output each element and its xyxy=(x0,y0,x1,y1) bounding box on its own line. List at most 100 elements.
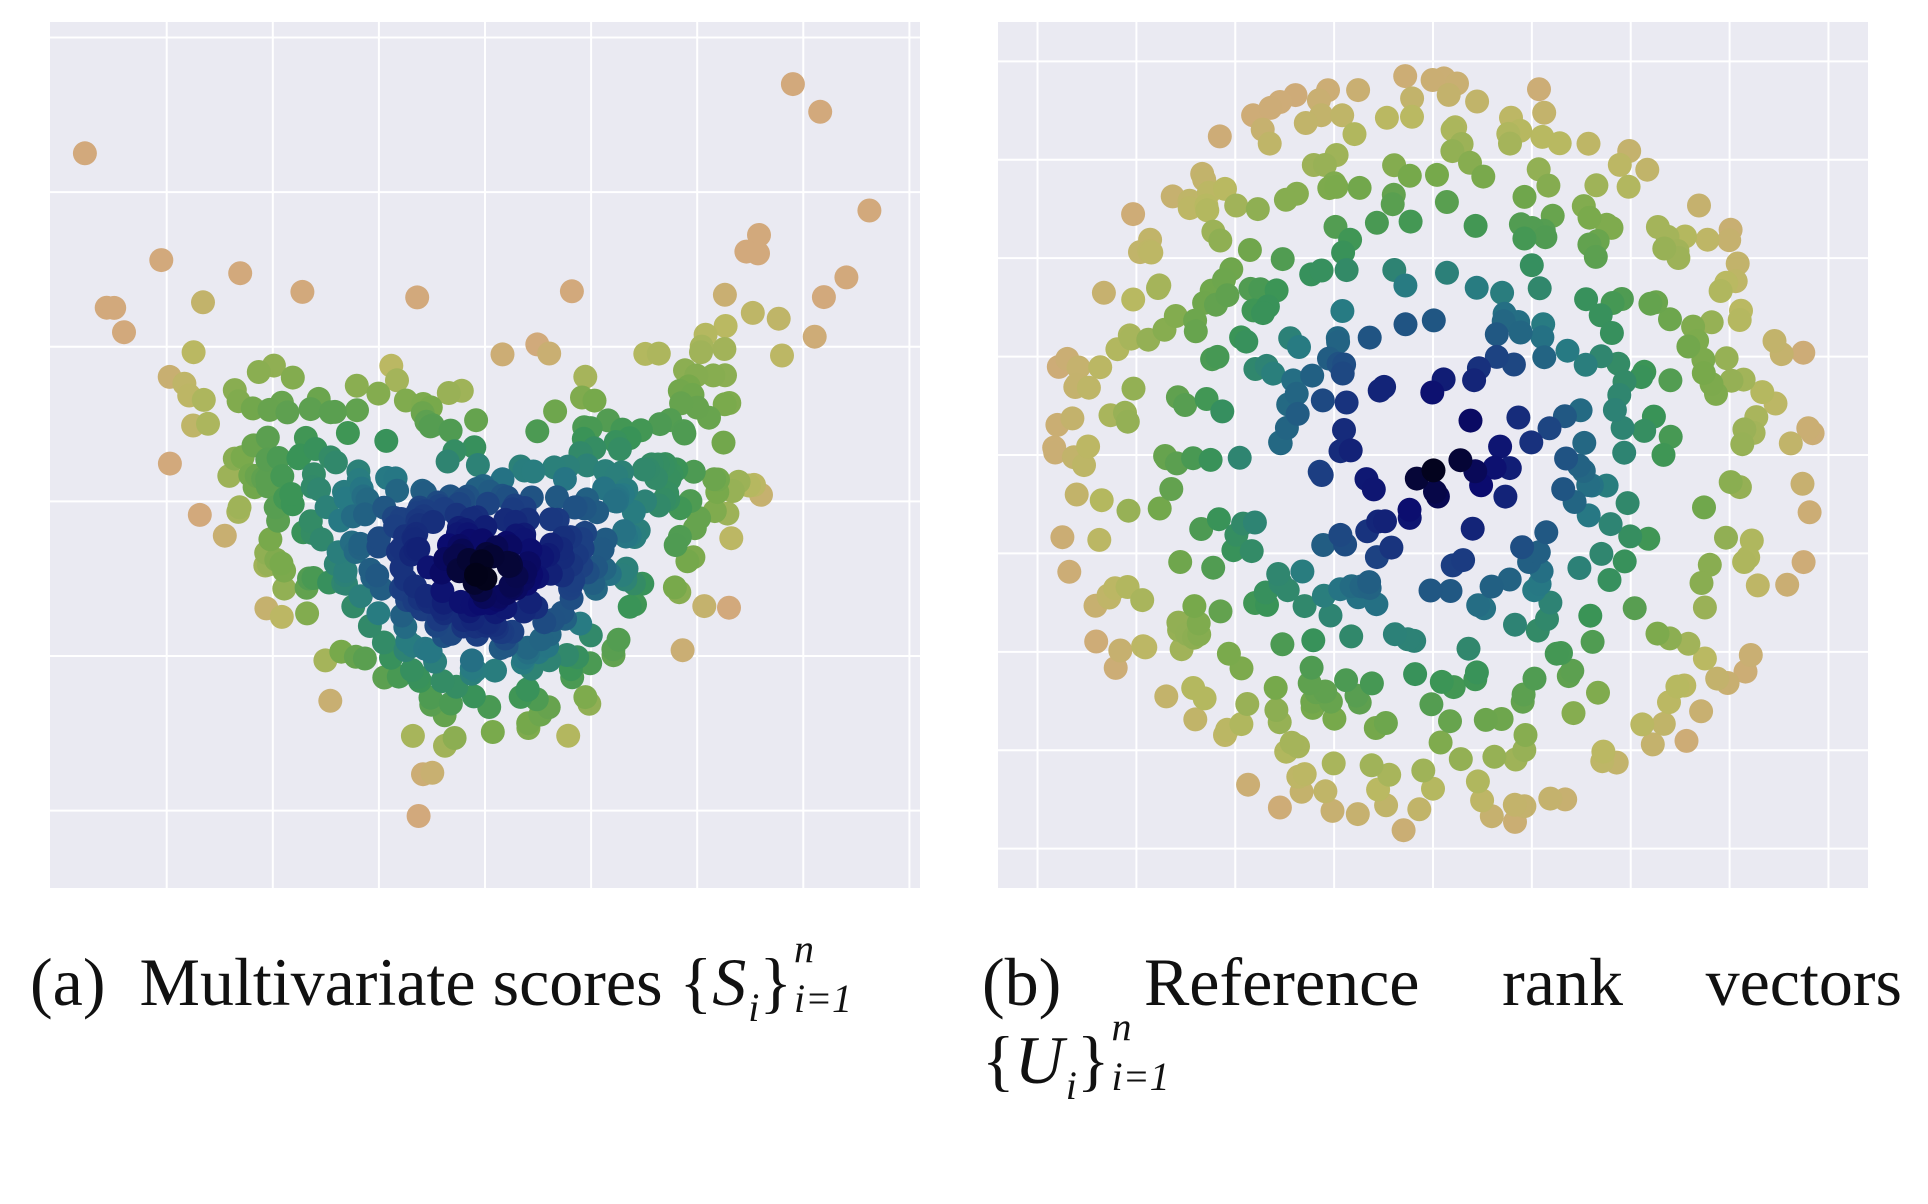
rank-point xyxy=(1237,238,1262,262)
caption-b-superscript: n xyxy=(1111,1004,1132,1050)
rank-point xyxy=(1691,361,1716,386)
rank-point xyxy=(1718,470,1743,495)
rank-point xyxy=(1084,629,1109,654)
rank-point xyxy=(1602,398,1627,422)
rank-point xyxy=(1674,728,1699,753)
rank-point xyxy=(1367,378,1392,403)
score-point xyxy=(436,381,461,405)
rank-point xyxy=(1567,556,1592,580)
rank-point xyxy=(1347,175,1372,200)
score-point xyxy=(438,418,463,443)
rank-point xyxy=(1536,173,1561,198)
rank-point xyxy=(1121,287,1146,312)
rank-point xyxy=(1121,202,1146,227)
rank-point xyxy=(1091,280,1116,305)
scatter-plot-ranks xyxy=(998,22,1868,888)
score-point xyxy=(309,527,334,552)
rank-point xyxy=(1334,390,1359,415)
rank-point xyxy=(1284,381,1309,406)
rank-point xyxy=(1434,190,1459,214)
score-point xyxy=(430,579,455,603)
score-point xyxy=(712,337,737,361)
score-point xyxy=(318,688,343,713)
rank-point xyxy=(1057,559,1082,584)
rank-point xyxy=(1519,253,1544,278)
rank-point xyxy=(1463,213,1488,238)
rank-point xyxy=(1207,124,1232,149)
rank-point xyxy=(1618,524,1643,549)
score-point xyxy=(464,562,488,587)
rank-point xyxy=(1503,612,1527,637)
rank-point xyxy=(1466,593,1491,618)
score-point xyxy=(663,533,688,558)
rank-point xyxy=(1530,325,1555,350)
score-point xyxy=(400,658,424,683)
rank-point xyxy=(1796,416,1821,441)
ranks-scatter-svg xyxy=(998,22,1868,888)
caption-b-index: i=1 xyxy=(1111,1054,1170,1100)
rank-point xyxy=(1338,438,1363,463)
rank-point xyxy=(1522,666,1547,691)
rank-point xyxy=(1508,320,1533,345)
caption-a-text: Multivariate scores xyxy=(139,944,663,1020)
rank-point xyxy=(1555,338,1580,363)
score-point xyxy=(298,509,323,534)
rank-point xyxy=(1300,363,1325,388)
score-point xyxy=(632,457,656,482)
score-point xyxy=(459,648,484,673)
rank-point xyxy=(1229,712,1254,737)
rank-point xyxy=(1236,772,1261,797)
rank-point xyxy=(1173,393,1198,417)
rank-point xyxy=(1572,430,1597,455)
rank-point xyxy=(1622,596,1647,621)
rank-point xyxy=(1076,375,1101,400)
rank-point xyxy=(1287,335,1311,359)
caption-b-subscript: i xyxy=(1065,1063,1077,1108)
rank-point xyxy=(1750,380,1775,405)
rank-point xyxy=(1261,361,1286,386)
score-point xyxy=(270,464,295,489)
rank-point xyxy=(1235,692,1260,716)
score-point xyxy=(348,584,373,609)
rank-point xyxy=(1393,64,1418,89)
rank-point xyxy=(1407,797,1432,822)
rank-point xyxy=(1374,105,1399,130)
caption-ranks: (b) Reference rank vectors xyxy=(982,948,1902,1016)
caption-a-superscript: n xyxy=(793,926,814,972)
rank-point xyxy=(1201,555,1226,580)
rank-point xyxy=(1665,674,1690,699)
rank-point xyxy=(1377,762,1402,787)
score-point xyxy=(545,485,569,510)
rank-point xyxy=(1313,779,1338,804)
rank-point xyxy=(1607,152,1632,177)
rank-point xyxy=(1334,668,1359,693)
rank-point xyxy=(1699,310,1724,335)
rank-point xyxy=(1534,520,1559,545)
rank-point xyxy=(1324,174,1349,199)
rank-point xyxy=(1725,251,1750,276)
score-point xyxy=(606,627,631,652)
rank-point xyxy=(1264,698,1289,722)
rank-point xyxy=(1182,594,1207,619)
rank-point xyxy=(1342,122,1367,147)
rank-point xyxy=(1577,205,1602,230)
rank-point xyxy=(1364,210,1389,235)
rank-point xyxy=(1420,68,1445,92)
rank-point xyxy=(1411,758,1436,783)
rank-point xyxy=(1421,308,1446,333)
rank-point xyxy=(1195,198,1220,223)
score-point xyxy=(713,314,738,338)
score-point xyxy=(406,536,431,561)
caption-a-symbol: S xyxy=(712,944,747,1020)
rank-point xyxy=(1279,730,1304,755)
rank-point xyxy=(1139,240,1164,265)
score-point xyxy=(227,495,252,520)
score-point xyxy=(740,300,765,325)
score-point xyxy=(157,451,182,476)
rank-point xyxy=(1498,131,1522,156)
score-point xyxy=(672,421,697,446)
score-point xyxy=(808,99,833,124)
score-point xyxy=(430,669,455,694)
rank-point xyxy=(1205,344,1230,369)
score-point xyxy=(461,684,486,709)
